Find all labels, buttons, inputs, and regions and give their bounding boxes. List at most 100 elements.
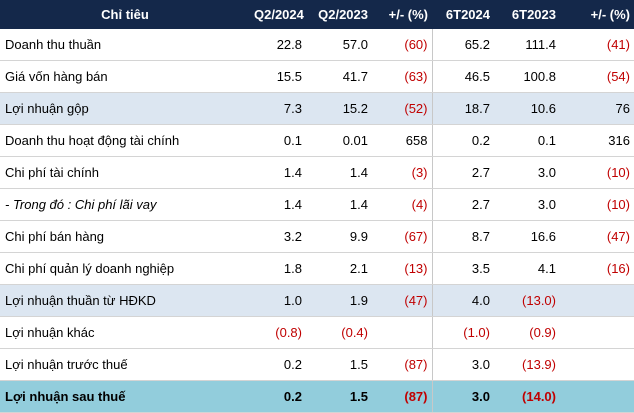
6t-change-value: 76 bbox=[560, 92, 634, 125]
6t-change-value bbox=[560, 348, 634, 381]
row-label: Giá vốn hàng bán bbox=[0, 60, 250, 93]
6t2023-value: (14.0) bbox=[494, 380, 560, 413]
6t-change-value: (16) bbox=[560, 252, 634, 285]
q-change-value: 658 bbox=[372, 124, 432, 157]
q-change-value: (52) bbox=[372, 92, 432, 125]
table-row: Lợi nhuận gộp 7.3 15.2 (52) 18.7 10.6 76 bbox=[0, 92, 634, 125]
6t-change-value bbox=[560, 284, 634, 317]
6t2023-value: 3.0 bbox=[494, 188, 560, 221]
6t2023-value: 0.1 bbox=[494, 124, 560, 157]
q-change-value: (13) bbox=[372, 252, 432, 285]
column-separator bbox=[431, 284, 438, 317]
table-row: Doanh thu hoạt động tài chính 0.1 0.01 658 0… bbox=[0, 124, 634, 157]
row-label: Doanh thu hoạt động tài chính bbox=[0, 124, 250, 157]
q-change-value: (67) bbox=[372, 220, 432, 253]
column-separator bbox=[431, 252, 438, 285]
q2-2023-value: 1.9 bbox=[306, 284, 372, 317]
q-change-value: (63) bbox=[372, 60, 432, 93]
table-row: Lợi nhuận sau thuế 0.2 1.5 (87) 3.0 (14.0) bbox=[0, 380, 634, 413]
q2-2024-value: 1.4 bbox=[250, 188, 306, 221]
q2-2024-value: 1.8 bbox=[250, 252, 306, 285]
6t2024-value: 46.5 bbox=[438, 60, 494, 93]
column-separator bbox=[431, 316, 438, 349]
6t2023-value: 3.0 bbox=[494, 156, 560, 189]
row-label: - Trong đó : Chi phí lãi vay bbox=[0, 188, 250, 221]
q2-2023-value: 1.5 bbox=[306, 348, 372, 381]
q2-2024-value: 15.5 bbox=[250, 60, 306, 93]
6t-change-value: (10) bbox=[560, 156, 634, 189]
q2-2024-value: 3.2 bbox=[250, 220, 306, 253]
header-q2-2023: Q2/2023 bbox=[306, 0, 372, 29]
6t-change-value bbox=[560, 380, 634, 413]
header-6t-change: +/- (%) bbox=[560, 0, 634, 29]
q2-2024-value: 0.2 bbox=[250, 348, 306, 381]
6t2024-value: 65.2 bbox=[438, 29, 494, 61]
row-label: Lợi nhuận khác bbox=[0, 316, 250, 349]
q2-2024-value: 0.2 bbox=[250, 380, 306, 413]
q2-2023-value: 9.9 bbox=[306, 220, 372, 253]
row-label: Chi phí quản lý doanh nghiệp bbox=[0, 252, 250, 285]
header-6t2023: 6T2023 bbox=[494, 0, 560, 29]
6t2024-value: (1.0) bbox=[438, 316, 494, 349]
6t2023-value: 4.1 bbox=[494, 252, 560, 285]
table-row: - Trong đó : Chi phí lãi vay 1.4 1.4 (4) 2.7… bbox=[0, 188, 634, 221]
6t2024-value: 2.7 bbox=[438, 188, 494, 221]
6t2023-value: (0.9) bbox=[494, 316, 560, 349]
table-row: Doanh thu thuần 22.8 57.0 (60) 65.2 111.4 (41) bbox=[0, 29, 634, 61]
6t2024-value: 3.0 bbox=[438, 380, 494, 413]
column-separator bbox=[431, 188, 438, 221]
6t-change-value: (54) bbox=[560, 60, 634, 93]
q2-2023-value: 1.4 bbox=[306, 188, 372, 221]
6t2023-value: 111.4 bbox=[494, 29, 560, 61]
column-separator bbox=[431, 29, 438, 61]
header-6t2024: 6T2024 bbox=[438, 0, 494, 29]
column-separator bbox=[431, 348, 438, 381]
column-separator bbox=[431, 92, 438, 125]
q2-2024-value: (0.8) bbox=[250, 316, 306, 349]
q2-2023-value: 41.7 bbox=[306, 60, 372, 93]
6t-change-value bbox=[560, 316, 634, 349]
6t-change-value: 316 bbox=[560, 124, 634, 157]
table-row: Chi phí quản lý doanh nghiệp 1.8 2.1 (13) 3.… bbox=[0, 252, 634, 285]
6t2024-value: 8.7 bbox=[438, 220, 494, 253]
6t2024-value: 3.5 bbox=[438, 252, 494, 285]
row-label: Lợi nhuận gộp bbox=[0, 92, 250, 125]
6t2023-value: (13.9) bbox=[494, 348, 560, 381]
q2-2024-value: 22.8 bbox=[250, 29, 306, 61]
row-label: Lợi nhuận sau thuế bbox=[0, 380, 250, 413]
q2-2023-value: 57.0 bbox=[306, 29, 372, 61]
header-separator bbox=[432, 0, 438, 29]
q-change-value: (4) bbox=[372, 188, 432, 221]
q2-2023-value: 0.01 bbox=[306, 124, 372, 157]
6t2023-value: 16.6 bbox=[494, 220, 560, 253]
q-change-value: (60) bbox=[372, 29, 432, 61]
q2-2024-value: 1.0 bbox=[250, 284, 306, 317]
row-label: Chi phí tài chính bbox=[0, 156, 250, 189]
6t-change-value: (47) bbox=[560, 220, 634, 253]
q-change-value bbox=[372, 316, 432, 349]
table-row: Giá vốn hàng bán 15.5 41.7 (63) 46.5 100.8 (54… bbox=[0, 60, 634, 93]
q2-2024-value: 0.1 bbox=[250, 124, 306, 157]
6t2023-value: 100.8 bbox=[494, 60, 560, 93]
6t2024-value: 0.2 bbox=[438, 124, 494, 157]
q2-2023-value: 1.4 bbox=[306, 156, 372, 189]
q-change-value: (3) bbox=[372, 156, 432, 189]
6t2024-value: 3.0 bbox=[438, 348, 494, 381]
column-separator bbox=[431, 60, 438, 93]
q-change-value: (87) bbox=[372, 380, 432, 413]
row-label: Chi phí bán hàng bbox=[0, 220, 250, 253]
q2-2024-value: 7.3 bbox=[250, 92, 306, 125]
column-separator bbox=[431, 220, 438, 253]
header-q2-2024: Q2/2024 bbox=[250, 0, 306, 29]
table-row: Lợi nhuận thuần từ HĐKD 1.0 1.9 (47) 4.0 (13.… bbox=[0, 284, 634, 317]
q-change-value: (47) bbox=[372, 284, 432, 317]
6t2024-value: 2.7 bbox=[438, 156, 494, 189]
q2-2023-value: 1.5 bbox=[306, 380, 372, 413]
column-separator bbox=[431, 124, 438, 157]
q2-2023-value: 2.1 bbox=[306, 252, 372, 285]
table-row: Lợi nhuận trước thuế 0.2 1.5 (87) 3.0 (13.9) bbox=[0, 348, 634, 381]
table-row: Chi phí bán hàng 3.2 9.9 (67) 8.7 16.6 (47) bbox=[0, 220, 634, 253]
row-label: Lợi nhuận trước thuế bbox=[0, 348, 250, 381]
column-separator bbox=[431, 156, 438, 189]
